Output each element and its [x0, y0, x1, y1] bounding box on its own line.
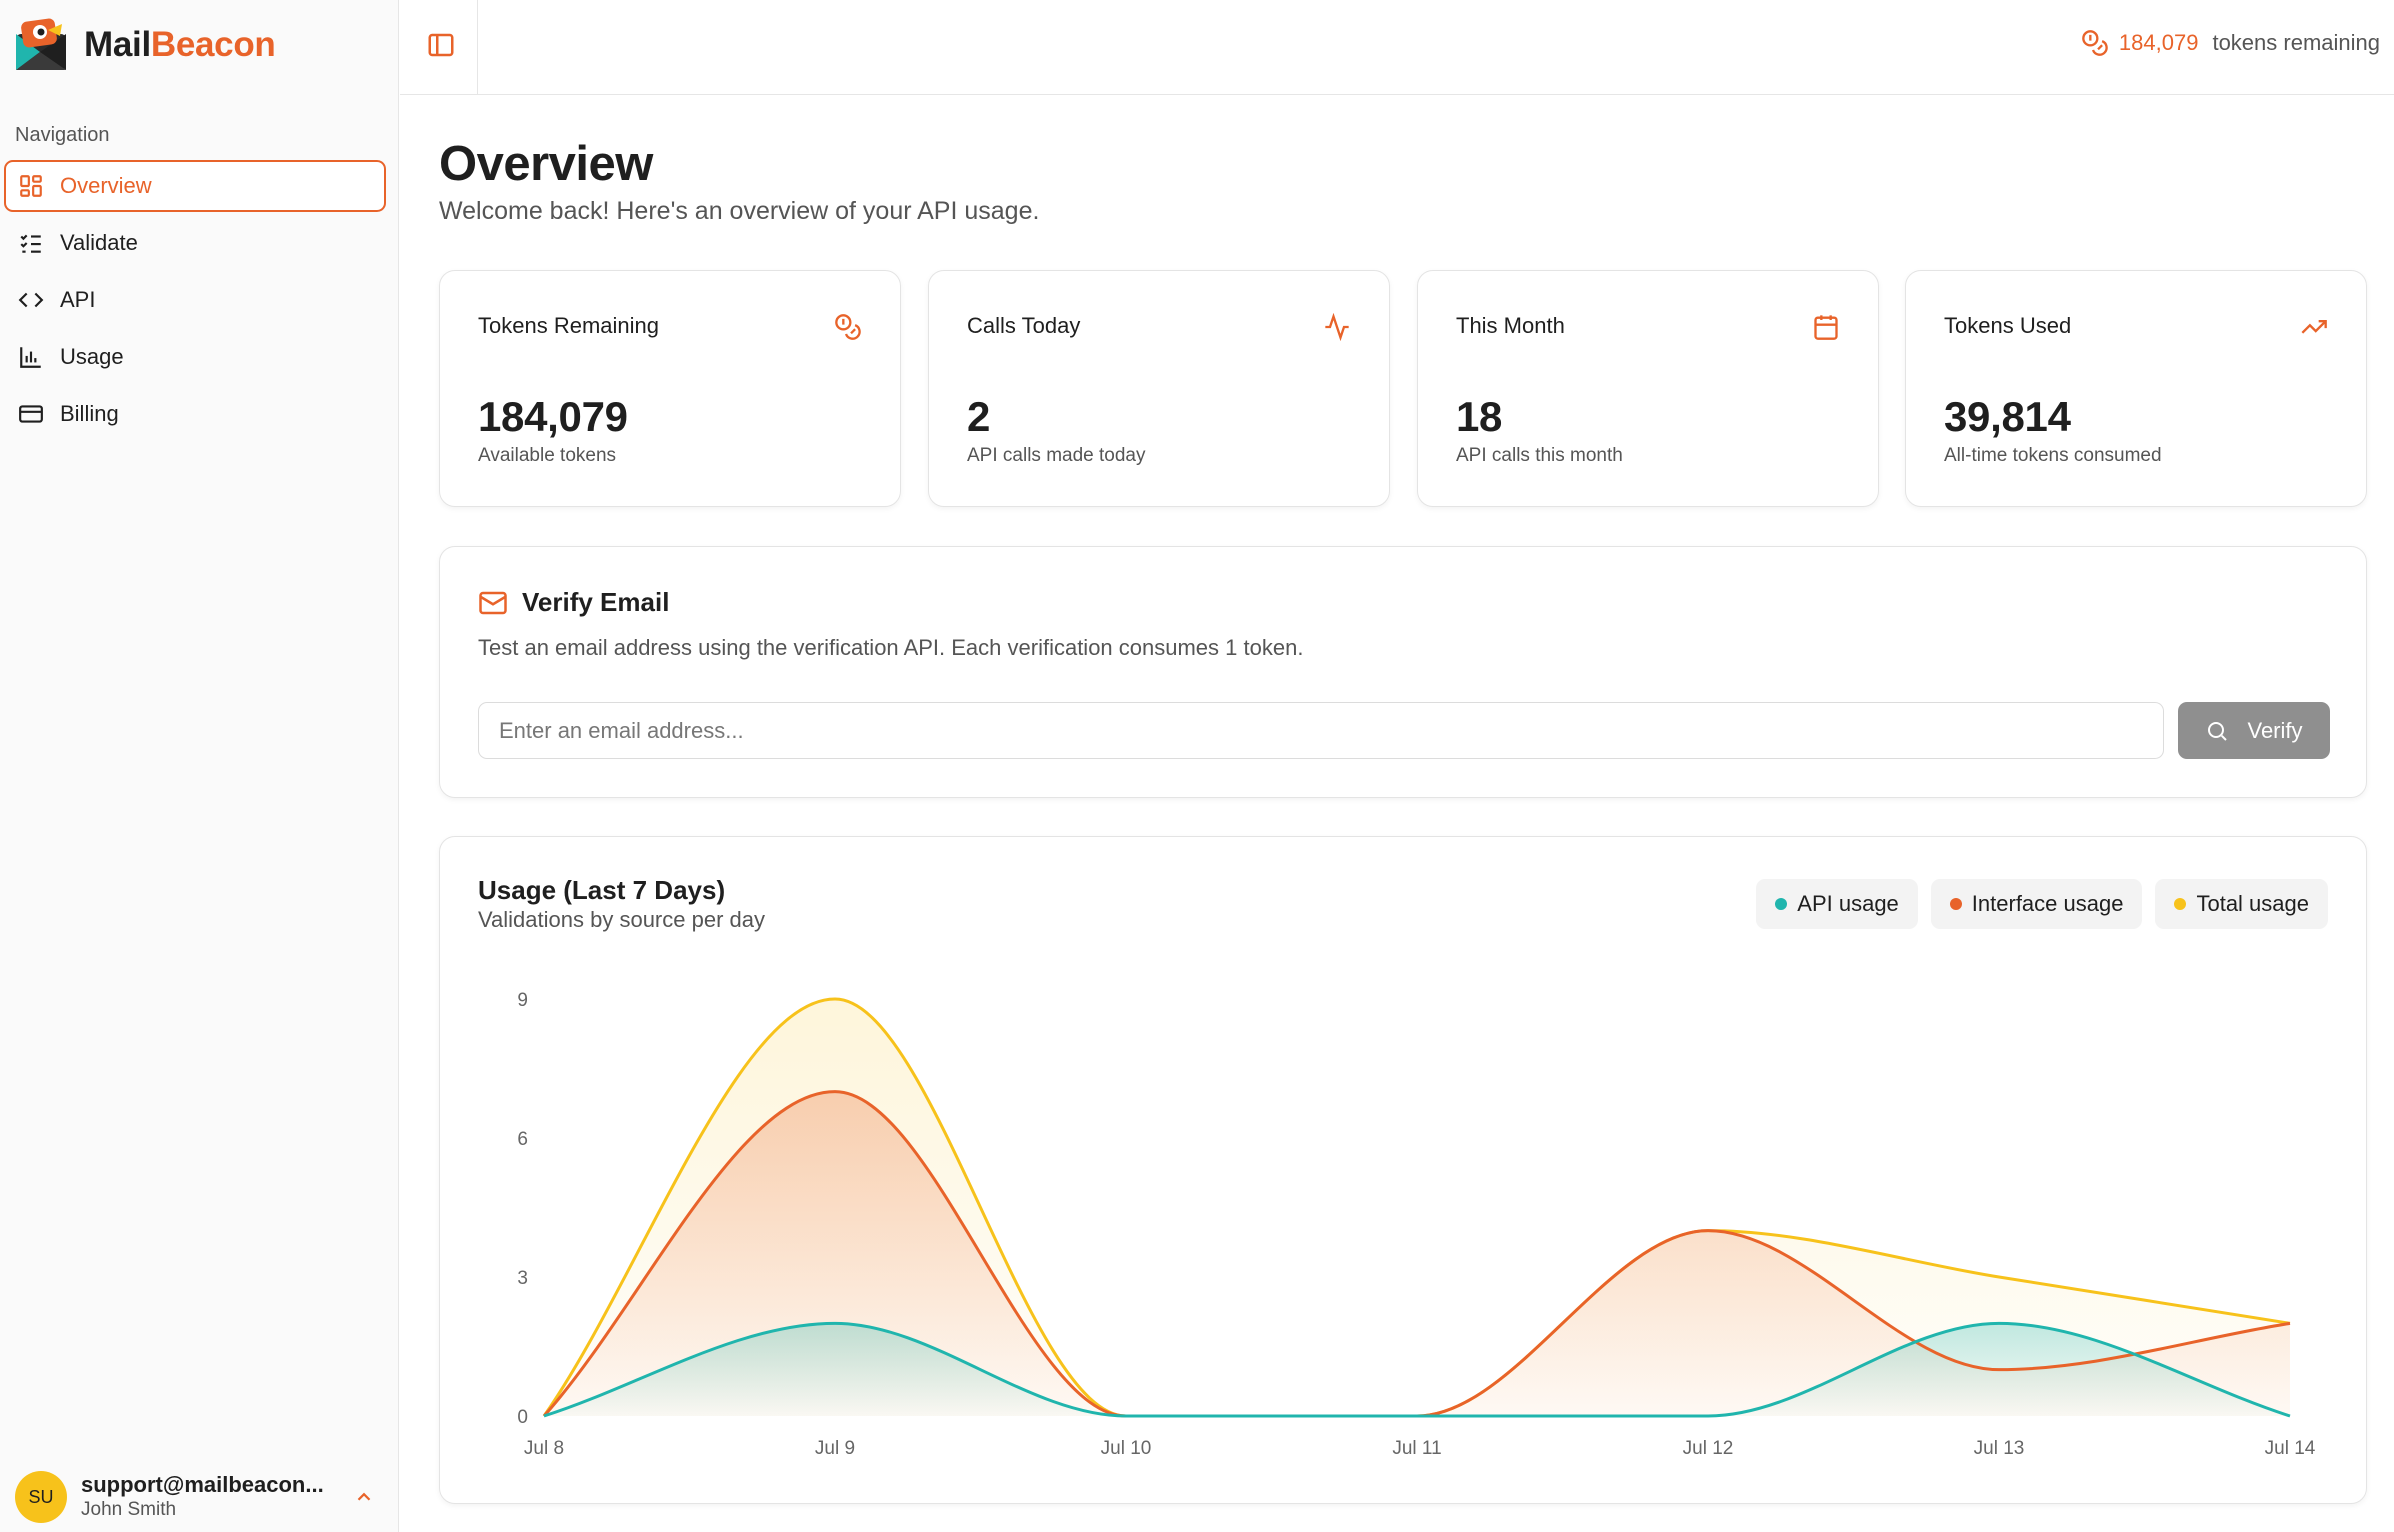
legend-label: Interface usage	[1971, 891, 2124, 916]
sidebar-item-overview[interactable]: Overview	[4, 160, 386, 212]
list-checks-icon	[20, 234, 41, 253]
stat-description: API calls made today	[967, 445, 1146, 466]
sidebar-item-label: API	[60, 287, 96, 312]
stat-title: This Month	[1456, 313, 1565, 338]
app-name-part2: Beacon	[150, 25, 276, 64]
sidebar-toggle-icon[interactable]	[426, 30, 456, 60]
stat-title: Tokens Used	[1944, 313, 2072, 338]
sidebar: MailBeacon Navigation Overview Validate …	[0, 0, 399, 1532]
legend-label: Total usage	[2196, 891, 2309, 916]
avatar: SU	[15, 1471, 67, 1523]
user-email: support@mailbeacon...	[81, 1472, 324, 1498]
sidebar-nav: Overview Validate API Usage Billing	[4, 160, 386, 445]
stat-description: Available tokens	[478, 445, 617, 466]
stat-card-calls-today: Calls Today 2 API calls made today	[928, 270, 1390, 507]
stat-description: API calls this month	[1456, 445, 1623, 466]
chart-lines	[542, 997, 2291, 1418]
area-interface-usage	[544, 1091, 2290, 1416]
trending-up-icon	[2301, 320, 2327, 334]
verify-button[interactable]: Verify	[2178, 702, 2330, 759]
legend-item-api-usage[interactable]: API usage	[1756, 879, 1918, 929]
x-tick-label: Jul 12	[1683, 1438, 1734, 1459]
stat-description: All-time tokens consumed	[1944, 445, 2162, 466]
verify-email-card: Verify Email Test an email address using…	[439, 546, 2367, 798]
app-name-part1: Mail	[84, 25, 151, 64]
stat-card-tokens-remaining: Tokens Remaining 184,079 Available token…	[439, 270, 901, 507]
topbar-divider	[477, 0, 478, 95]
tokens-remaining-label: tokens remaining	[2212, 30, 2380, 55]
chart-x-axis: Jul 8 Jul 9 Jul 10 Jul 11 Jul 12 Jul 13 Jul 14	[524, 1438, 2316, 1459]
topbar: 184,079 tokens remaining	[400, 0, 2394, 95]
legend-dot	[1775, 898, 1788, 910]
coins-icon	[2082, 30, 2108, 56]
stat-title: Calls Today	[967, 313, 1081, 338]
stat-title: Tokens Remaining	[478, 313, 659, 338]
dashboard-icon	[20, 175, 42, 197]
sidebar-item-validate[interactable]: Validate	[4, 217, 386, 269]
email-input[interactable]	[478, 702, 2164, 759]
coins-icon	[835, 314, 861, 340]
usage-chart-card: Usage (Last 7 Days) Validations by sourc…	[439, 836, 2367, 1504]
verify-button-label: Verify	[2247, 717, 2303, 743]
code-icon	[18, 292, 44, 308]
chart-legend: API usage Interface usage Total usage	[1756, 879, 2328, 929]
tokens-remaining-value: 184,079	[2118, 30, 2199, 55]
legend-item-total-usage[interactable]: Total usage	[2155, 879, 2328, 929]
y-tick-label: 3	[517, 1268, 528, 1289]
legend-label: API usage	[1797, 891, 1899, 916]
app-name: MailBeacon	[84, 25, 276, 65]
mailbeacon-logo-icon	[16, 18, 66, 70]
area-api-usage	[544, 1323, 2290, 1416]
legend-dot	[1949, 898, 1962, 910]
bar-chart-icon	[20, 347, 41, 368]
page-title: Overview	[439, 137, 653, 191]
sidebar-item-label: Validate	[60, 230, 138, 255]
logo[interactable]: MailBeacon	[14, 18, 276, 72]
stat-value: 39,814	[1944, 393, 2071, 440]
chart-areas	[544, 999, 2290, 1416]
calendar-icon	[1814, 315, 1838, 340]
verify-email-description: Test an email address using the verifica…	[478, 635, 1304, 660]
x-tick-label: Jul 10	[1101, 1438, 1152, 1459]
user-name: John Smith	[81, 1498, 177, 1520]
stat-value: 18	[1456, 393, 1503, 440]
verify-email-header: Verify Email	[478, 587, 669, 618]
user-menu[interactable]: SU support@mailbeacon... John Smith	[15, 1470, 375, 1524]
x-tick-label: Jul 11	[1392, 1438, 1441, 1459]
stat-card-this-month: This Month 18 API calls this month	[1417, 270, 1879, 507]
sidebar-item-label: Billing	[60, 401, 119, 426]
search-icon	[2208, 721, 2228, 741]
mail-icon	[479, 591, 507, 614]
stat-card-tokens-used: Tokens Used 39,814 All-time tokens consu…	[1905, 270, 2367, 507]
line-api-usage	[543, 1321, 2291, 1418]
sidebar-item-billing[interactable]: Billing	[4, 388, 386, 440]
y-tick-label: 6	[517, 1129, 528, 1150]
chart-title: Usage (Last 7 Days)	[478, 875, 726, 905]
chevron-up-icon[interactable]	[353, 1486, 375, 1508]
chart-y-axis: 0 3 6 9	[517, 990, 528, 1428]
x-tick-label: Jul 14	[2265, 1438, 2316, 1459]
user-info: support@mailbeacon... John Smith	[81, 1472, 339, 1521]
activity-icon	[1325, 313, 1349, 341]
x-tick-label: Jul 8	[524, 1438, 564, 1459]
sidebar-item-label: Overview	[60, 173, 152, 198]
y-tick-label: 9	[517, 990, 528, 1011]
verify-email-title: Verify Email	[522, 587, 670, 617]
chart-subtitle: Validations by source per day	[478, 907, 765, 932]
x-tick-label: Jul 9	[815, 1438, 855, 1459]
sidebar-item-usage[interactable]: Usage	[4, 331, 386, 383]
x-tick-label: Jul 13	[1974, 1438, 2025, 1459]
legend-dot	[2174, 898, 2187, 910]
legend-item-interface-usage[interactable]: Interface usage	[1930, 879, 2143, 929]
page-subtitle: Welcome back! Here's an overview of your…	[439, 197, 1040, 225]
y-tick-label: 0	[517, 1407, 528, 1428]
credit-card-icon	[19, 405, 43, 423]
sidebar-item-api[interactable]: API	[4, 274, 386, 326]
sidebar-item-label: Usage	[60, 344, 124, 369]
stat-value: 2	[967, 393, 991, 440]
stat-value: 184,079	[478, 393, 628, 440]
nav-heading: Navigation	[15, 124, 110, 146]
tokens-remaining-indicator: 184,079 tokens remaining	[2081, 29, 2380, 57]
